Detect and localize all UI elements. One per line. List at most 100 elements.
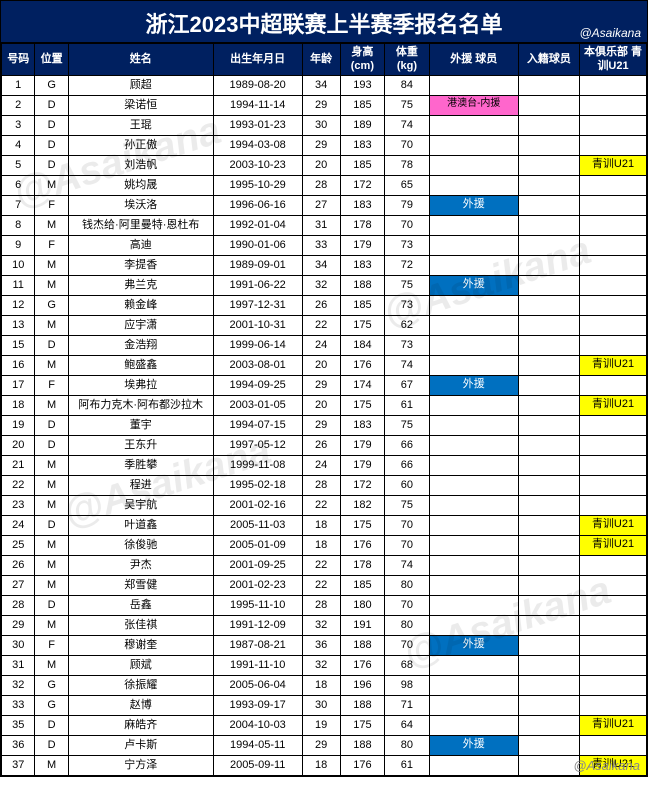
cell-h: 185 [340, 96, 385, 116]
cell-dob: 1991-06-22 [213, 276, 302, 296]
cell-pos: F [35, 196, 68, 216]
cell-dob: 1997-12-31 [213, 296, 302, 316]
table-row: 12G赖金峰1997-12-312618573 [2, 296, 647, 316]
cell-pos: M [35, 356, 68, 376]
cell-h: 191 [340, 616, 385, 636]
cell-name: 钱杰给·阿里曼特·恩杜布 [68, 216, 213, 236]
cell-num: 21 [2, 456, 35, 476]
cell-name: 尹杰 [68, 556, 213, 576]
cell-h: 182 [340, 496, 385, 516]
cell-dob: 1995-11-10 [213, 596, 302, 616]
cell-name: 吴宇航 [68, 496, 213, 516]
cell-num: 3 [2, 116, 35, 136]
u21-tag: 青训U21 [580, 536, 646, 555]
th-age: 年龄 [302, 44, 340, 76]
page-title: 浙江2023中超联赛上半赛季报名名单 [146, 12, 503, 37]
cell-dob: 1995-10-29 [213, 176, 302, 196]
cell-naturalized [518, 196, 579, 216]
cell-dob: 1996-06-16 [213, 196, 302, 216]
cell-pos: M [35, 656, 68, 676]
cell-foreign [429, 316, 518, 336]
u21-tag: 青训U21 [580, 716, 646, 735]
cell-h: 183 [340, 256, 385, 276]
cell-naturalized [518, 416, 579, 436]
cell-num: 15 [2, 336, 35, 356]
cell-dob: 1991-12-09 [213, 616, 302, 636]
table-row: 24D叶道鑫2005-11-031817570青训U21 [2, 516, 647, 536]
cell-foreign [429, 696, 518, 716]
cell-naturalized [518, 396, 579, 416]
cell-foreign [429, 556, 518, 576]
cell-dob: 1994-03-08 [213, 136, 302, 156]
cell-num: 29 [2, 616, 35, 636]
cell-h: 179 [340, 236, 385, 256]
cell-dob: 2001-02-23 [213, 576, 302, 596]
cell-num: 6 [2, 176, 35, 196]
cell-u21: 青训U21 [580, 756, 647, 776]
cell-name: 刘浩帆 [68, 156, 213, 176]
cell-u21 [580, 676, 647, 696]
cell-naturalized [518, 336, 579, 356]
cell-foreign [429, 176, 518, 196]
cell-naturalized [518, 736, 579, 756]
table-row: 9F高迪1990-01-063317973 [2, 236, 647, 256]
cell-foreign [429, 516, 518, 536]
cell-age: 19 [302, 716, 340, 736]
cell-pos: D [35, 436, 68, 456]
cell-naturalized [518, 516, 579, 536]
cell-foreign [429, 156, 518, 176]
cell-u21 [580, 436, 647, 456]
cell-foreign: 港澳台-内援 [429, 96, 518, 116]
cell-u21 [580, 196, 647, 216]
cell-name: 李提香 [68, 256, 213, 276]
table-row: 3D王琨1993-01-233018974 [2, 116, 647, 136]
cell-dob: 2003-01-05 [213, 396, 302, 416]
cell-num: 31 [2, 656, 35, 676]
cell-age: 27 [302, 196, 340, 216]
cell-num: 26 [2, 556, 35, 576]
cell-w: 74 [385, 356, 430, 376]
cell-w: 78 [385, 156, 430, 176]
cell-age: 30 [302, 696, 340, 716]
cell-naturalized [518, 716, 579, 736]
cell-h: 178 [340, 556, 385, 576]
cell-w: 98 [385, 676, 430, 696]
cell-pos: D [35, 156, 68, 176]
cell-name: 叶道鑫 [68, 516, 213, 536]
cell-pos: F [35, 236, 68, 256]
cell-num: 2 [2, 96, 35, 116]
cell-naturalized [518, 116, 579, 136]
cell-h: 179 [340, 436, 385, 456]
cell-foreign: 外援 [429, 196, 518, 216]
table-row: 6M姚均晟1995-10-292817265 [2, 176, 647, 196]
cell-u21 [580, 136, 647, 156]
cell-dob: 2005-01-09 [213, 536, 302, 556]
cell-w: 73 [385, 236, 430, 256]
cell-pos: D [35, 516, 68, 536]
foreign-tag: 外援 [430, 636, 518, 655]
cell-w: 80 [385, 736, 430, 756]
cell-naturalized [518, 676, 579, 696]
table-row: 19D董宇1994-07-152918375 [2, 416, 647, 436]
cell-w: 65 [385, 176, 430, 196]
cell-foreign: 外援 [429, 736, 518, 756]
cell-h: 183 [340, 196, 385, 216]
cell-num: 30 [2, 636, 35, 656]
cell-naturalized [518, 596, 579, 616]
cell-foreign [429, 616, 518, 636]
th-num: 号码 [2, 44, 35, 76]
cell-foreign [429, 656, 518, 676]
cell-age: 20 [302, 396, 340, 416]
foreign-tag: 外援 [430, 376, 518, 395]
cell-h: 179 [340, 456, 385, 476]
cell-num: 1 [2, 76, 35, 96]
cell-naturalized [518, 756, 579, 776]
cell-h: 188 [340, 736, 385, 756]
cell-h: 175 [340, 516, 385, 536]
title-bar: 浙江2023中超联赛上半赛季报名名单 @Asaikana [1, 1, 647, 43]
cell-num: 33 [2, 696, 35, 716]
cell-name: 姚均晟 [68, 176, 213, 196]
cell-dob: 1994-07-15 [213, 416, 302, 436]
cell-w: 70 [385, 636, 430, 656]
cell-pos: M [35, 176, 68, 196]
